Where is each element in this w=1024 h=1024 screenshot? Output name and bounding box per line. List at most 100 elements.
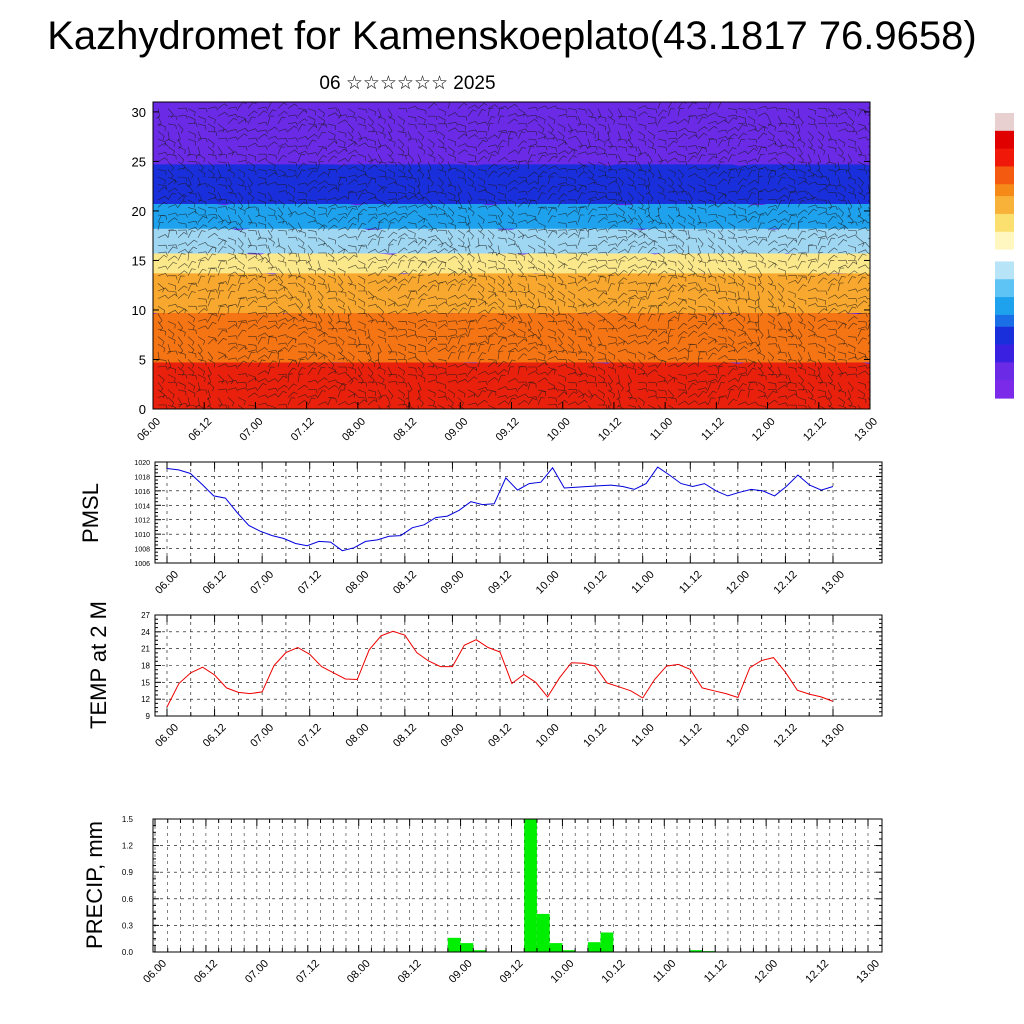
wind-barb bbox=[697, 190, 708, 195]
wind-barb bbox=[657, 154, 663, 165]
wind-barb bbox=[797, 138, 806, 148]
wind-barb bbox=[757, 283, 765, 293]
wind-barb bbox=[367, 108, 376, 116]
wind-barb bbox=[237, 305, 245, 314]
wind-barb bbox=[277, 252, 285, 262]
wind-barb bbox=[267, 115, 275, 124]
wind-barb bbox=[157, 123, 166, 131]
wind-barb bbox=[316, 260, 321, 271]
wind-barb bbox=[687, 382, 697, 390]
wind-barb bbox=[387, 123, 393, 134]
wind-barb bbox=[177, 191, 185, 201]
wind-barb bbox=[747, 240, 758, 246]
wind-barb bbox=[357, 260, 366, 269]
wind-barb bbox=[597, 292, 607, 299]
wind-barb bbox=[847, 303, 858, 308]
wind-barb bbox=[297, 124, 306, 132]
precip-bar bbox=[537, 913, 550, 952]
wind-barb bbox=[847, 154, 853, 165]
wind-barb bbox=[787, 131, 795, 141]
wind-barb bbox=[317, 313, 323, 324]
wind-barb bbox=[697, 380, 708, 385]
wind-barb bbox=[387, 244, 394, 254]
wind-barb bbox=[697, 267, 706, 277]
wind-barb bbox=[508, 305, 518, 311]
wind-barb bbox=[266, 252, 271, 263]
precip-bar bbox=[689, 950, 703, 952]
wind-barb bbox=[777, 248, 788, 254]
wind-barb bbox=[617, 229, 628, 235]
x-tick-label: 09.00 bbox=[447, 958, 475, 986]
wind-barb bbox=[427, 374, 438, 379]
wind-barb bbox=[667, 316, 678, 322]
wind-barb bbox=[527, 266, 538, 271]
wind-barb bbox=[677, 381, 686, 389]
wind-barb bbox=[387, 231, 398, 239]
wind-barb bbox=[737, 218, 749, 223]
wind-barb bbox=[707, 322, 718, 330]
wind-barb bbox=[327, 252, 335, 262]
wind-barb bbox=[857, 321, 868, 326]
wind-barb bbox=[407, 256, 419, 261]
wind-barb bbox=[787, 313, 793, 324]
wind-barb bbox=[697, 237, 704, 248]
wind-barb bbox=[607, 224, 618, 231]
wind-barb bbox=[227, 169, 235, 178]
wind-barb bbox=[527, 275, 537, 281]
wind-barb bbox=[177, 153, 185, 164]
wind-barb bbox=[374, 351, 380, 362]
wind-barb bbox=[647, 369, 658, 375]
wind-barb bbox=[297, 359, 305, 368]
wind-barb bbox=[567, 298, 575, 308]
wind-barb bbox=[357, 223, 367, 231]
wind-barb bbox=[557, 229, 568, 234]
wind-barb bbox=[337, 381, 346, 390]
wind-barb bbox=[827, 397, 832, 408]
wind-barb bbox=[206, 389, 211, 400]
wind-barb bbox=[397, 366, 405, 376]
wind-barb bbox=[247, 142, 259, 147]
wind-barb bbox=[807, 381, 815, 392]
wind-barb bbox=[457, 237, 465, 247]
wind-barb bbox=[317, 328, 326, 338]
wind-barb bbox=[817, 169, 824, 180]
wind-barb bbox=[257, 176, 267, 183]
wind-barb bbox=[637, 246, 647, 254]
wind-barb bbox=[437, 169, 446, 176]
wind-barb bbox=[457, 333, 469, 337]
wind-barb bbox=[257, 370, 269, 375]
wind-barb bbox=[257, 283, 265, 292]
wind-barb bbox=[367, 272, 379, 277]
heatmap-x-tick-label: 12.00 bbox=[750, 416, 778, 444]
wind-barb bbox=[157, 214, 167, 220]
wind-barb bbox=[567, 155, 577, 162]
wind-barb bbox=[567, 199, 578, 204]
heatmap-x-tick-label: 12.12 bbox=[801, 416, 829, 444]
wind-barb bbox=[307, 133, 318, 140]
wind-barb bbox=[267, 393, 279, 398]
wind-barb bbox=[417, 237, 426, 245]
wind-barb bbox=[508, 260, 518, 265]
wind-barb bbox=[437, 123, 448, 128]
wind-barb bbox=[747, 298, 756, 306]
wind-barb bbox=[677, 298, 687, 304]
wind-barb bbox=[277, 260, 287, 267]
wind-barb bbox=[627, 306, 636, 314]
wind-barb bbox=[317, 108, 325, 118]
wind-barb bbox=[487, 170, 498, 178]
heatmap-x-tick-label: 06.12 bbox=[186, 416, 214, 444]
wind-barb bbox=[797, 209, 808, 216]
wind-barb bbox=[347, 149, 359, 155]
wind-barb bbox=[447, 320, 458, 325]
wind-barb bbox=[307, 306, 314, 316]
wind-barb bbox=[687, 131, 697, 137]
wind-barb bbox=[807, 173, 819, 178]
wind-barb bbox=[248, 336, 258, 341]
wind-barb bbox=[207, 123, 216, 132]
wind-barb bbox=[167, 255, 178, 261]
wind-barb bbox=[167, 366, 177, 374]
wind-barb bbox=[627, 269, 637, 276]
wind-barb bbox=[217, 304, 228, 309]
wind-barb bbox=[157, 201, 168, 208]
wind-barb bbox=[327, 197, 339, 202]
